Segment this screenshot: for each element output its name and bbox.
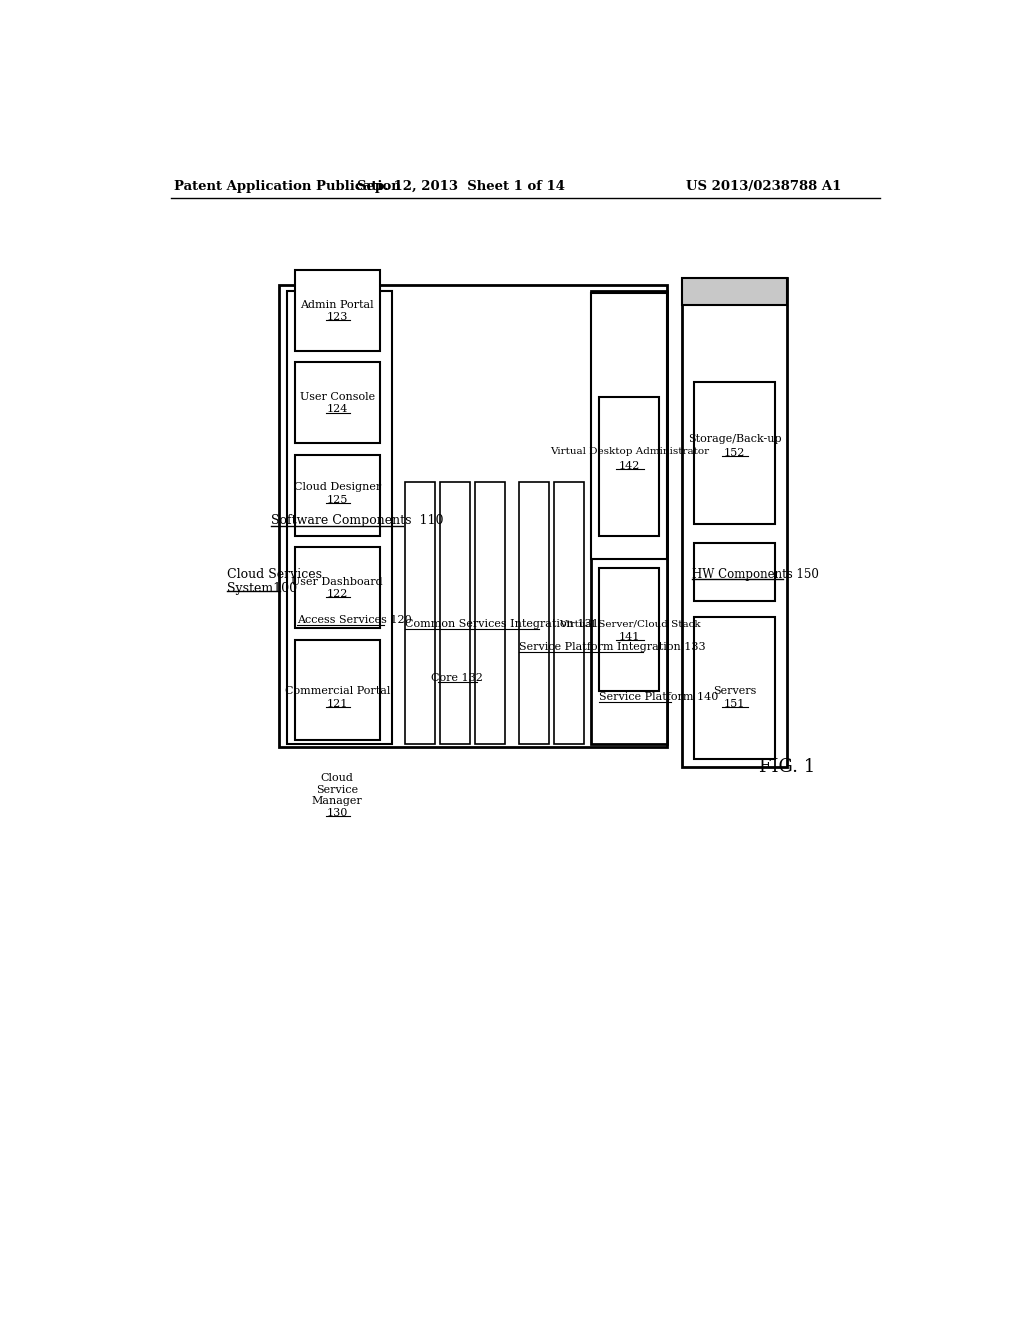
Bar (519, 482, 549, 743)
Text: Patent Application Publication: Patent Application Publication (174, 181, 401, 194)
Bar (599, 397, 658, 536)
Bar (295, 548, 380, 628)
Text: US 2013/0238788 A1: US 2013/0238788 A1 (686, 181, 841, 194)
Text: User Console: User Console (300, 392, 375, 403)
Bar (406, 482, 435, 743)
Bar (682, 277, 786, 767)
Text: Commercial Portal: Commercial Portal (285, 686, 390, 696)
Text: 124: 124 (327, 404, 348, 414)
Bar (475, 482, 505, 743)
Bar (592, 293, 667, 558)
Bar (693, 616, 775, 759)
Text: Admin Portal: Admin Portal (300, 300, 374, 310)
Text: Cloud Designer: Cloud Designer (294, 482, 381, 492)
Bar (693, 381, 775, 524)
Text: Service Platform 140: Service Platform 140 (599, 693, 719, 702)
Text: Service: Service (316, 785, 358, 795)
Text: User Dashboard: User Dashboard (292, 577, 383, 587)
Text: 141: 141 (618, 632, 640, 643)
Bar (599, 568, 658, 692)
Text: 130: 130 (327, 808, 348, 818)
Bar (295, 363, 380, 444)
Text: Core 132: Core 132 (431, 673, 483, 684)
Bar (682, 277, 786, 305)
Text: Cloud Services: Cloud Services (227, 568, 323, 581)
Bar (440, 482, 470, 743)
Text: System100: System100 (227, 582, 297, 594)
Text: Virtual Desktop Administrator: Virtual Desktop Administrator (550, 446, 709, 455)
Bar (295, 271, 380, 351)
Text: 152: 152 (724, 447, 745, 458)
Text: Software Components  110: Software Components 110 (271, 513, 443, 527)
Bar (592, 290, 667, 743)
Text: FIG. 1: FIG. 1 (759, 758, 815, 776)
Text: Virtual Server/Cloud Stack: Virtual Server/Cloud Stack (559, 620, 700, 628)
Text: Storage/Back-up: Storage/Back-up (688, 434, 781, 445)
Text: 122: 122 (327, 589, 348, 599)
Text: Manager: Manager (312, 796, 362, 807)
Text: Common Services Integration 131: Common Services Integration 131 (406, 619, 599, 630)
Text: Cloud: Cloud (321, 774, 353, 783)
Text: 121: 121 (327, 698, 348, 709)
Bar (554, 482, 584, 743)
Bar (295, 455, 380, 536)
Text: 151: 151 (724, 698, 745, 709)
Text: 123: 123 (327, 312, 348, 322)
Bar (280, 285, 667, 747)
Text: HW Components 150: HW Components 150 (692, 568, 819, 581)
Text: Access Services 120: Access Services 120 (297, 615, 412, 626)
Bar (287, 290, 391, 743)
Text: 142: 142 (618, 462, 640, 471)
Text: Servers: Servers (713, 686, 757, 696)
Bar (693, 544, 775, 601)
Bar (295, 640, 380, 739)
Text: Service Platform Integration 133: Service Platform Integration 133 (519, 643, 706, 652)
Text: 125: 125 (327, 495, 348, 504)
Text: Sep. 12, 2013  Sheet 1 of 14: Sep. 12, 2013 Sheet 1 of 14 (357, 181, 565, 194)
